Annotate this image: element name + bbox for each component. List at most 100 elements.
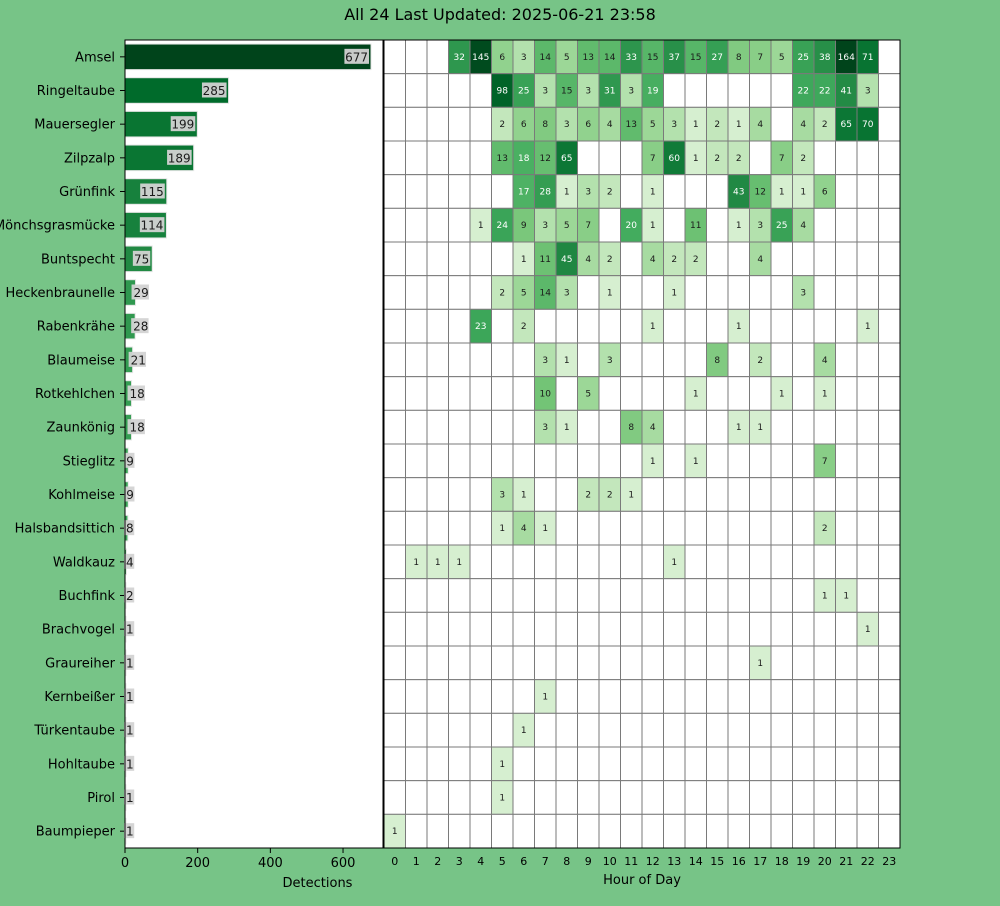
heatmap-cell [770, 746, 793, 782]
heatmap-cell [835, 510, 858, 546]
x-tick-label: 400 [258, 856, 283, 871]
heatmap-cell [684, 611, 707, 647]
heatmap-cell [598, 544, 621, 580]
heatmap-cell [405, 275, 428, 310]
heatmap-cell [835, 813, 858, 849]
heatmap-cell [749, 813, 772, 849]
value-label: 1 [126, 757, 134, 771]
heatmap-cell [405, 645, 428, 681]
heatmap-cell [749, 578, 772, 613]
heatmap-cell [663, 443, 686, 479]
value-label: 75 [134, 252, 149, 266]
heatmap-cell [383, 645, 406, 681]
heatmap-cell-label: 3 [564, 289, 570, 299]
heatmap-cell [577, 679, 600, 714]
heatmap-cell [878, 106, 901, 142]
heatmap-cell [684, 679, 707, 714]
heatmap-cell [426, 611, 449, 647]
hour-tick-label: 2 [434, 855, 441, 868]
heatmap-cell [469, 106, 492, 142]
heatmap-cell [813, 746, 836, 782]
heatmap-cell [856, 409, 879, 445]
heatmap-cell [383, 39, 406, 75]
heatmap-cell [426, 712, 449, 748]
value-label: 18 [130, 387, 145, 401]
heatmap-cell [577, 712, 600, 748]
heatmap-cell-label: 17 [518, 188, 529, 198]
heatmap-cell-label: 12 [755, 188, 766, 198]
heatmap-cell [878, 780, 901, 815]
heatmap-cell [491, 376, 514, 411]
heatmap-cell-label: 1 [843, 592, 849, 602]
heatmap-cell [749, 679, 772, 714]
heatmap-cell [491, 611, 514, 647]
bar-plot-area [125, 40, 383, 848]
heatmap-cell [491, 409, 514, 445]
heatmap-cell-label: 1 [564, 188, 570, 198]
heatmap-cell [405, 712, 428, 748]
heatmap-cell [835, 780, 858, 815]
value-label: 1 [126, 690, 134, 704]
heatmap-cell [792, 712, 815, 748]
heatmap-cell [598, 780, 621, 815]
heatmap-cell [813, 611, 836, 647]
heatmap-cell [727, 275, 750, 310]
heatmap-cell [577, 544, 600, 580]
heatmap-cell [620, 174, 643, 209]
heatmap-cell [405, 578, 428, 613]
heatmap-cell [555, 746, 578, 782]
heatmap-cell [727, 544, 750, 580]
hour-tick-label: 13 [667, 855, 681, 868]
heatmap-cell [856, 174, 879, 209]
value-label: 9 [126, 488, 134, 502]
heatmap-cell [555, 510, 578, 546]
species-label: Ringeltaube [37, 84, 115, 99]
heatmap-cell [878, 73, 901, 108]
heatmap-cell-label: 4 [521, 524, 527, 534]
heatmap-cell [448, 780, 471, 815]
heatmap-cell [684, 275, 707, 310]
heatmap-cell [706, 510, 729, 546]
species-label: Stieglitz [63, 454, 116, 469]
heatmap-cell-label: 3 [757, 221, 763, 231]
heatmap-cell [856, 477, 879, 512]
hour-tick-label: 17 [753, 855, 767, 868]
heatmap-cell [878, 645, 901, 681]
heatmap-cell [469, 477, 492, 512]
heatmap-cell [577, 308, 600, 344]
hour-tick-label: 20 [818, 855, 832, 868]
heatmap-cell-label: 19 [647, 87, 659, 97]
heatmap-cell-label: 1 [671, 289, 677, 299]
heatmap-cell [469, 241, 492, 277]
species-label: Amsel [75, 50, 115, 65]
value-label-bg [201, 82, 227, 98]
heatmap-cell [469, 376, 492, 411]
value-label: 677 [345, 50, 368, 64]
heatmap-cell-label: 2 [822, 120, 828, 130]
heatmap-cell-label: 1 [800, 188, 806, 198]
heatmap-cell-label: 1 [865, 322, 871, 332]
heatmap-cell [792, 544, 815, 580]
heatmap-cell [749, 275, 772, 310]
heatmap-cell-label: 7 [585, 221, 591, 231]
heatmap-cell [706, 241, 729, 277]
hour-tick-label: 5 [499, 855, 506, 868]
heatmap-cell [469, 746, 492, 782]
heatmap-cell [835, 746, 858, 782]
heatmap-cell [598, 207, 621, 243]
heatmap-cell-label: 1 [521, 255, 527, 265]
heatmap-cell [405, 746, 428, 782]
heatmap-cell [706, 174, 729, 209]
heatmap-cell [684, 780, 707, 815]
heatmap-cell [835, 342, 858, 378]
heatmap-cell [555, 544, 578, 580]
heatmap-cell-label: 11 [540, 255, 551, 265]
heatmap-cell [813, 712, 836, 748]
heatmap-cell [641, 645, 664, 681]
heatmap-cell [856, 241, 879, 277]
heatmap-cell [426, 140, 449, 176]
heatmap-cell [577, 578, 600, 613]
heatmap-cell-label: 11 [690, 221, 701, 231]
heatmap-cell-label: 1 [865, 625, 871, 635]
